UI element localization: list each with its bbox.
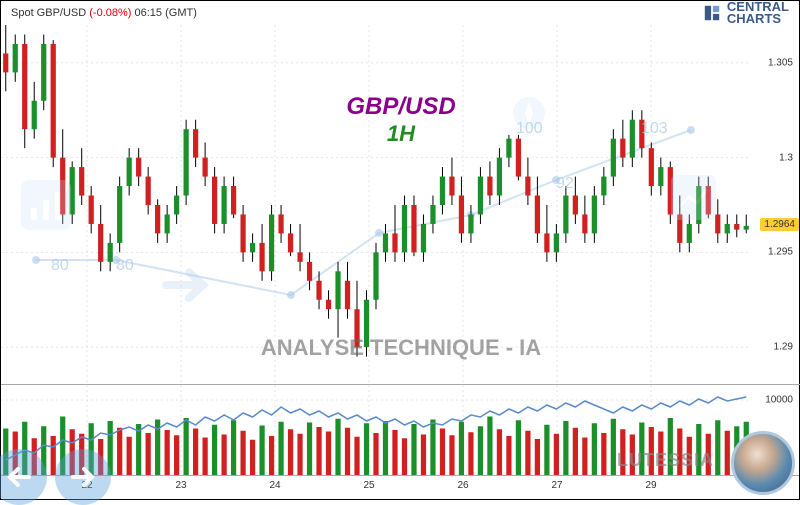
timestamp: 06:15 (GMT) bbox=[135, 7, 197, 19]
logo-icon bbox=[703, 4, 721, 22]
avatar[interactable] bbox=[731, 431, 795, 495]
pct-change: (-0.08%) bbox=[89, 7, 131, 19]
watermark-chart-icon bbox=[671, 175, 716, 220]
chart-header: Spot GBP/USD (-0.08%) 06:15 (GMT) CENTRA… bbox=[1, 1, 799, 25]
logo: CENTRAL CHARTS bbox=[703, 1, 789, 24]
candlestick-canvas bbox=[1, 25, 751, 385]
current-price-badge: 1.2964 bbox=[760, 218, 799, 231]
watermark-bars-icon bbox=[21, 180, 71, 230]
watermark-number: 103 bbox=[641, 120, 668, 138]
instrument-info: Spot GBP/USD (-0.08%) 06:15 (GMT) bbox=[11, 7, 197, 19]
x-axis: 22232425262729 bbox=[1, 475, 799, 499]
footer-brand: LUTESSIA bbox=[617, 450, 714, 471]
watermark-arrow-icon bbox=[161, 260, 216, 310]
price-chart[interactable]: 1.291.2951.31.305 1.2964 GBP/USD 1H ANAL… bbox=[1, 25, 800, 385]
instrument-name: Spot GBP/USD bbox=[11, 7, 86, 19]
watermark-number: 100 bbox=[516, 120, 543, 138]
watermark-number: 92 bbox=[556, 175, 574, 193]
watermark-number: 80 bbox=[116, 257, 134, 275]
watermark-number: 80 bbox=[51, 257, 69, 275]
logo-text-bottom: CHARTS bbox=[727, 13, 789, 25]
nav-next-button[interactable] bbox=[55, 449, 111, 505]
